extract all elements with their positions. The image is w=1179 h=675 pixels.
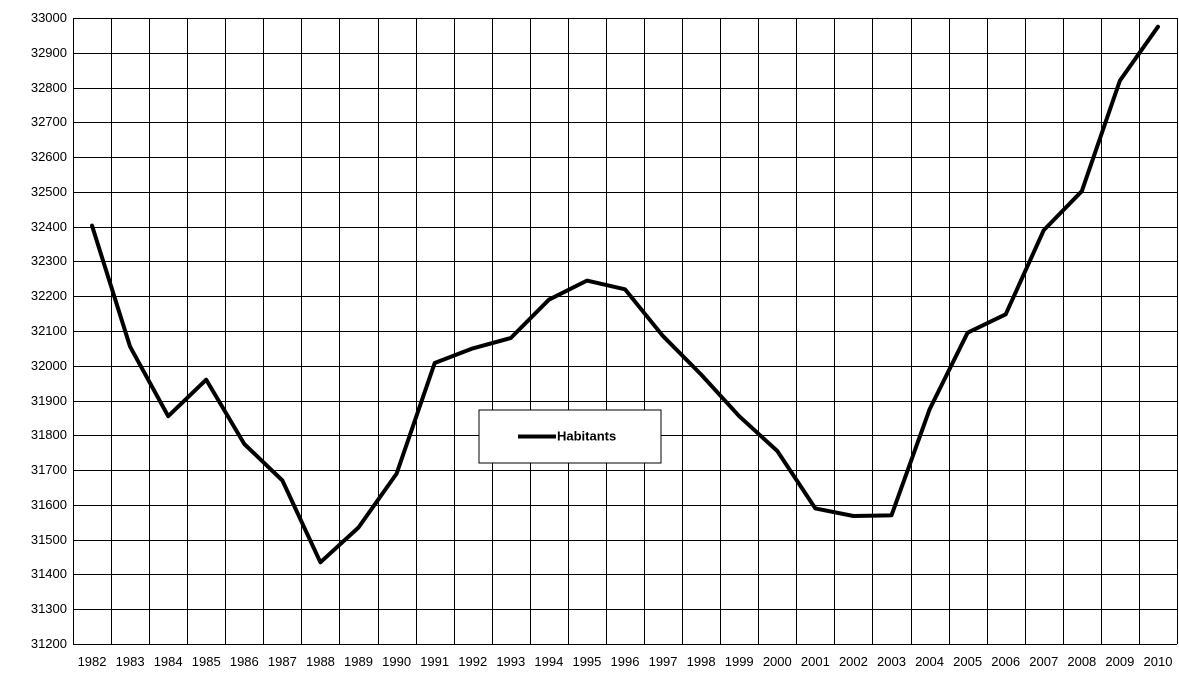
x-tick-label: 2004: [915, 654, 944, 669]
x-tick-label: 2000: [763, 654, 792, 669]
y-tick-label: 32600: [31, 149, 67, 164]
legend: Habitants: [478, 409, 662, 464]
series-line-habitants: [90, 24, 1160, 565]
x-tick-label: 1984: [154, 654, 183, 669]
y-tick-label: 32200: [31, 288, 67, 303]
x-tick-label: 1995: [572, 654, 601, 669]
y-tick-label: 31400: [31, 566, 67, 581]
x-tick-label: 1982: [78, 654, 107, 669]
x-tick-label: 2009: [1105, 654, 1134, 669]
legend-box: [478, 409, 662, 464]
x-tick-label: 2006: [991, 654, 1020, 669]
gridlines: [73, 18, 1178, 645]
y-tick-label: 32100: [31, 323, 67, 338]
x-tick-label: 1983: [116, 654, 145, 669]
x-tick-label: 1990: [382, 654, 411, 669]
y-tick-label: 32300: [31, 253, 67, 268]
x-tick-label: 2008: [1067, 654, 1096, 669]
x-tick-labels: 1982 1983 1984 1985 1986 1987 1988 1989 1990 1991…: [78, 654, 1173, 669]
x-tick-label: 2003: [877, 654, 906, 669]
legend-entry-habitants: Habitants: [557, 428, 616, 443]
y-tick-labels: 31200 31300 31400 31500 31600 31700 31800 31900…: [31, 10, 67, 651]
x-tick-label: 1994: [534, 654, 563, 669]
x-tick-label: 2001: [801, 654, 830, 669]
x-tick-label: 2002: [839, 654, 868, 669]
y-tick-label: 32800: [31, 80, 67, 95]
x-tick-label: 1988: [306, 654, 335, 669]
x-tick-label: 1996: [611, 654, 640, 669]
y-tick-label: 31500: [31, 532, 67, 547]
x-tick-label: 1993: [496, 654, 525, 669]
x-tick-label: 2010: [1144, 654, 1173, 669]
y-tick-label: 32500: [31, 184, 67, 199]
y-tick-label: 32000: [31, 358, 67, 373]
y-tick-label: 31800: [31, 427, 67, 442]
x-tick-label: 1991: [420, 654, 449, 669]
x-tick-label: 1997: [649, 654, 678, 669]
x-tick-label: 2005: [953, 654, 982, 669]
series-layer: [90, 24, 1160, 565]
y-tick-label: 31200: [31, 636, 67, 651]
x-tick-label: 1999: [725, 654, 754, 669]
x-tick-label: 1987: [268, 654, 297, 669]
x-tick-label: 1986: [230, 654, 259, 669]
y-tick-label: 32700: [31, 114, 67, 129]
x-tick-label: 1989: [344, 654, 373, 669]
y-tick-label: 31700: [31, 462, 67, 477]
y-tick-label: 31600: [31, 497, 67, 512]
x-tick-label: 1985: [192, 654, 221, 669]
x-tick-label: 1992: [458, 654, 487, 669]
x-tick-label: 1998: [687, 654, 716, 669]
x-tick-label: 2007: [1029, 654, 1058, 669]
axes: [72, 18, 1177, 646]
y-tick-label: 33000: [31, 10, 67, 25]
y-tick-label: 32900: [31, 45, 67, 60]
y-tick-label: 32400: [31, 219, 67, 234]
y-tick-label: 31900: [31, 393, 67, 408]
y-tick-label: 31300: [31, 601, 67, 616]
